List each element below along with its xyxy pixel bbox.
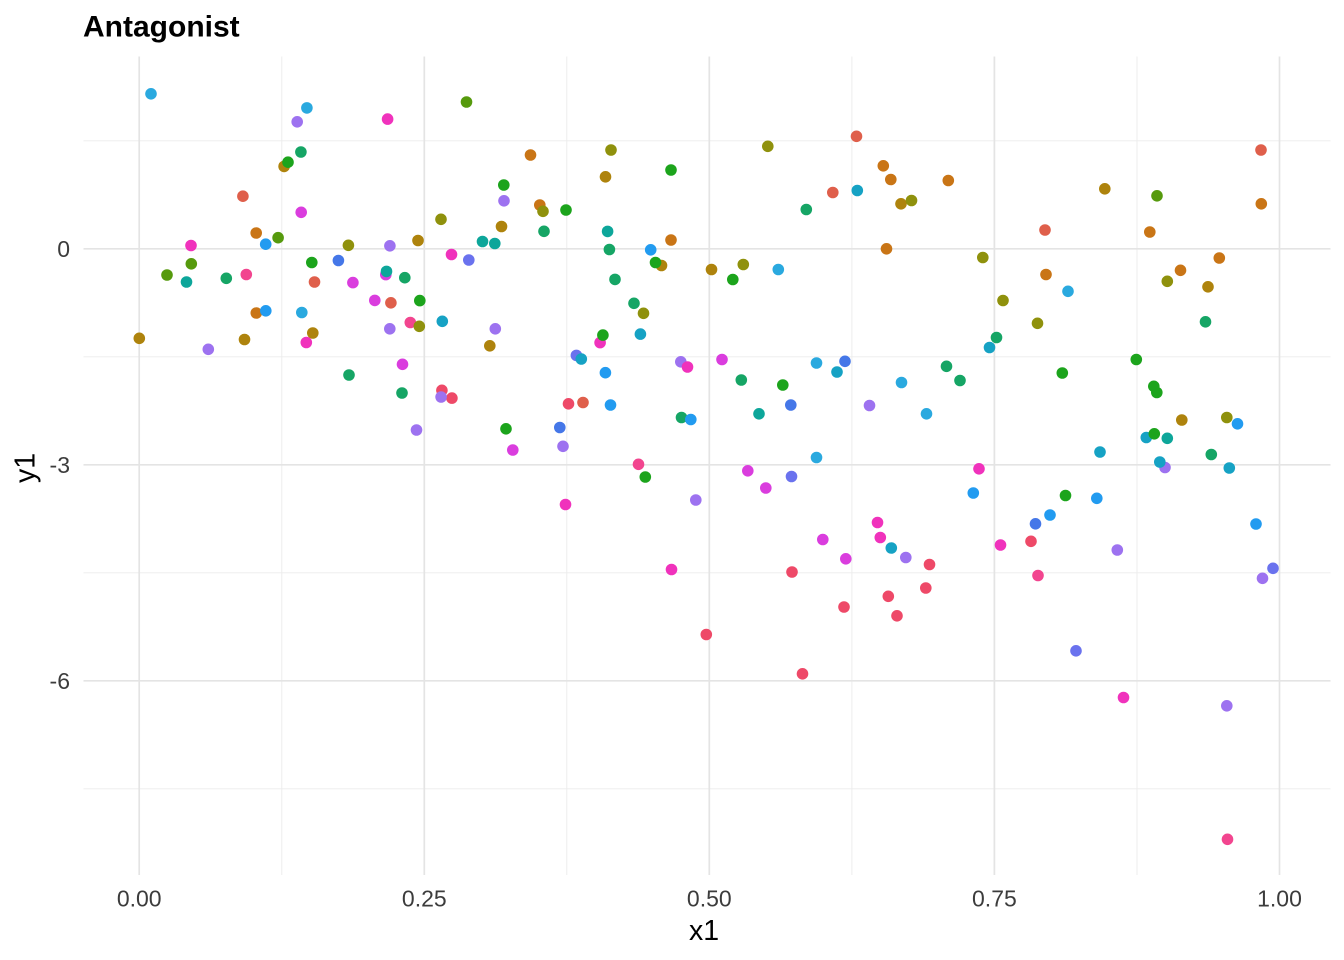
svg-text:-6: -6 <box>50 668 70 694</box>
svg-text:Antagonist: Antagonist <box>83 11 240 44</box>
svg-text:1.00: 1.00 <box>1257 885 1302 911</box>
svg-text:y1: y1 <box>9 453 41 483</box>
svg-text:-3: -3 <box>50 452 70 478</box>
svg-text:0.75: 0.75 <box>972 885 1017 911</box>
svg-text:0.25: 0.25 <box>402 885 447 911</box>
svg-text:0.00: 0.00 <box>117 885 162 911</box>
svg-text:0.50: 0.50 <box>687 885 732 911</box>
svg-text:x1: x1 <box>689 915 719 947</box>
svg-text:0: 0 <box>57 236 70 262</box>
